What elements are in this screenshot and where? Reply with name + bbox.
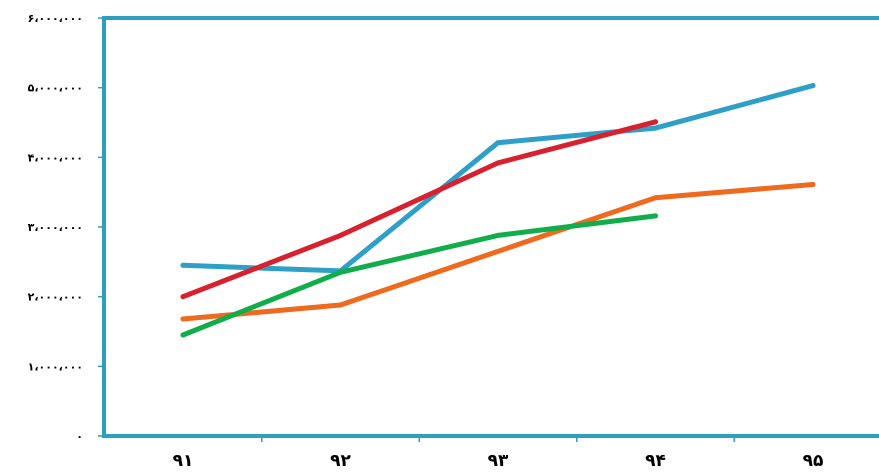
x-tick-label: ۹۱ xyxy=(173,451,194,471)
data-point xyxy=(495,232,501,238)
y-tick-label: ۵،۰۰۰،۰۰۰ xyxy=(28,82,83,95)
data-point xyxy=(653,195,658,201)
y-tick-label: ۴،۰۰۰،۰۰۰ xyxy=(28,151,83,164)
data-point xyxy=(338,269,343,275)
data-point xyxy=(495,160,501,166)
series-lines xyxy=(180,83,816,338)
series-line-4 xyxy=(180,213,658,338)
data-point xyxy=(338,302,343,308)
data-point xyxy=(810,83,816,89)
data-point xyxy=(495,140,501,146)
data-point xyxy=(180,316,186,322)
y-tick-label: ۶،۰۰۰،۰۰۰ xyxy=(28,12,83,25)
data-point xyxy=(653,125,658,131)
y-tick-label: ۱،۰۰۰،۰۰۰ xyxy=(28,360,83,373)
data-point xyxy=(653,213,658,219)
x-axis-tick-labels: ۹۱ ۹۲ ۹۳ ۹۴ ۹۵ xyxy=(173,451,824,471)
data-point xyxy=(338,232,343,238)
y-axis-tick-labels: ۰ ۱،۰۰۰،۰۰۰ ۲،۰۰۰،۰۰۰ ۳،۰۰۰،۰۰۰ ۴،۰۰۰،۰۰۰ ۵،۰… xyxy=(28,12,83,443)
x-tick-label: ۹۲ xyxy=(330,451,351,471)
y-tick-label: ۰ xyxy=(76,430,83,443)
data-point xyxy=(180,332,186,338)
y-tick-label: ۳،۰۰۰،۰۰۰ xyxy=(28,221,83,234)
y-tick-label: ۲،۰۰۰،۰۰۰ xyxy=(28,291,83,304)
x-tick-label: ۹۵ xyxy=(803,451,824,471)
series-line-2 xyxy=(180,182,816,322)
axes xyxy=(98,16,879,442)
data-point xyxy=(810,182,816,188)
x-tick-label: ۹۳ xyxy=(488,451,509,471)
data-point xyxy=(180,294,186,300)
series-line-1 xyxy=(180,83,816,274)
data-point xyxy=(180,262,186,268)
data-point xyxy=(653,119,658,125)
x-tick-label: ۹۴ xyxy=(645,451,666,471)
series-line-3 xyxy=(180,119,658,300)
